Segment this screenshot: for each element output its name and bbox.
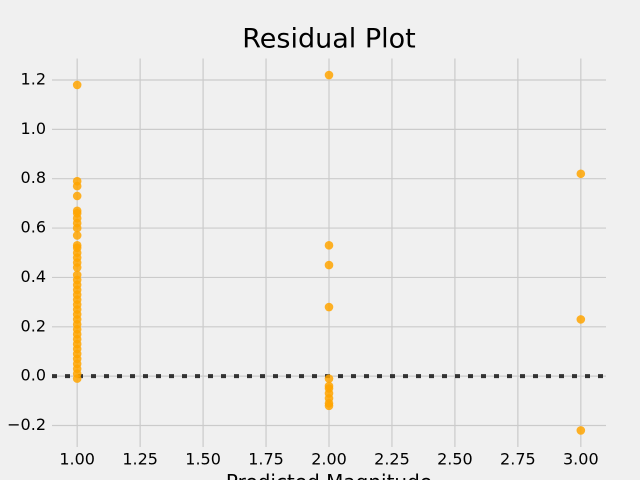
point (324, 260, 334, 270)
x-tick-label: 1.25 (122, 450, 158, 469)
point (72, 191, 82, 201)
y-tick-label: 0.6 (21, 218, 46, 237)
x-tick-label: 3.00 (563, 450, 599, 469)
y-tick-label: 1.2 (21, 69, 46, 88)
x-axis-label: Predicted Magnitude (226, 470, 432, 480)
y-tick-label: 1.0 (21, 119, 46, 138)
x-tick-label: 2.50 (437, 450, 473, 469)
point (324, 70, 334, 80)
x-tick-label: 1.50 (185, 450, 221, 469)
point (72, 223, 82, 233)
x-tick-label: 2.00 (311, 450, 347, 469)
point (324, 302, 334, 312)
y-tick-label: −0.2 (7, 415, 46, 434)
point (72, 80, 82, 90)
point (576, 169, 586, 179)
y-tick-label: 0.8 (21, 168, 46, 187)
point (72, 374, 82, 383)
x-tick-label: 2.25 (374, 450, 410, 469)
point (576, 315, 586, 324)
chart-title: Residual Plot (242, 24, 416, 55)
point (72, 231, 82, 240)
point (576, 426, 586, 435)
point (324, 374, 334, 383)
y-tick-label: 0.0 (21, 366, 46, 385)
y-tick-label: 0.4 (21, 267, 46, 286)
x-tick-label: 1.00 (59, 450, 95, 469)
x-tick-label: 2.75 (500, 450, 536, 469)
point (324, 241, 334, 250)
point (72, 181, 82, 191)
x-tick-label: 1.75 (248, 450, 284, 469)
point (324, 401, 334, 411)
y-tick-label: 0.2 (21, 316, 46, 335)
point (72, 263, 82, 272)
